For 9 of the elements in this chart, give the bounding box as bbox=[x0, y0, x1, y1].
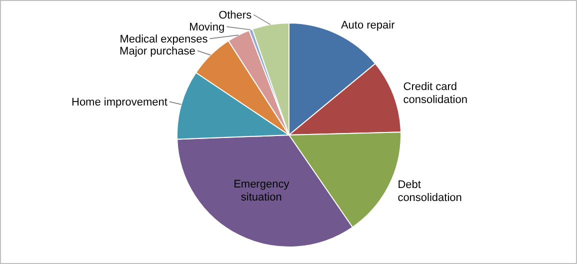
slice-label: Home improvement bbox=[71, 96, 168, 109]
slice-label: Others bbox=[218, 10, 252, 22]
slice-label: Major purchase bbox=[120, 46, 196, 58]
slice-label: Auto repair bbox=[340, 20, 396, 32]
slice-label: Medical expenses bbox=[120, 34, 208, 46]
slice-label: Emergency situation bbox=[234, 178, 290, 204]
slice-label: Moving bbox=[189, 22, 225, 34]
slice-label: Debt consolidation bbox=[398, 178, 462, 204]
slice-label: Credit card consolidation bbox=[403, 80, 468, 106]
